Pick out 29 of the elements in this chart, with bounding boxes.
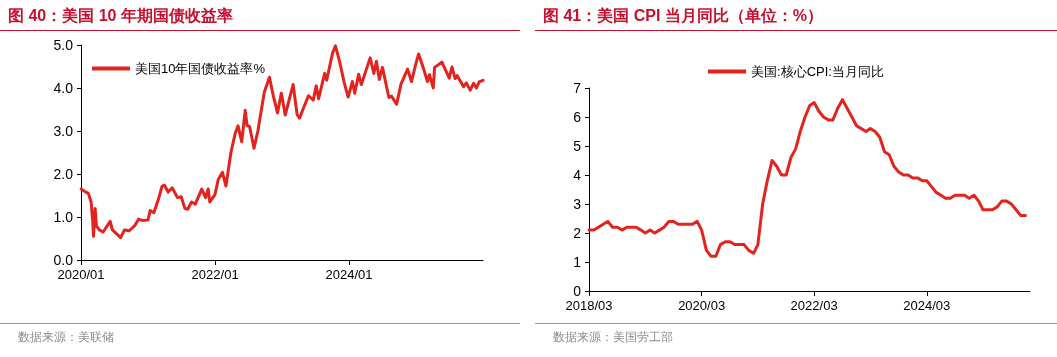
x-tick-label: 2024/03 [903, 298, 951, 313]
x-tick-label: 2020/03 [678, 298, 726, 313]
chart-title: 图 41：美国 CPI 当月同比（单位：%） [543, 6, 824, 26]
y-tick-label: 4 [573, 167, 582, 183]
x-tick-label: 2024/01 [325, 267, 373, 282]
y-tick-label: 1 [573, 254, 582, 270]
x-tick-label: 2018/03 [565, 298, 613, 313]
y-tick-label: 5 [573, 138, 582, 154]
y-tick-label: 4.0 [53, 80, 74, 96]
y-tick-label: 1.0 [53, 209, 74, 225]
y-tick-label: 2.0 [53, 166, 74, 182]
x-tick-label: 2020/01 [57, 267, 105, 282]
y-tick-label: 0 [573, 283, 582, 299]
source-note: 数据来源：美联储 [18, 329, 114, 346]
chart-title: 图 40：美国 10 年期国债收益率 [8, 6, 233, 26]
y-tick-label: 2 [573, 225, 582, 241]
x-tick-label: 2022/01 [191, 267, 239, 282]
source-note: 数据来源：美国劳工部 [553, 329, 673, 346]
y-tick-label: 3.0 [53, 123, 74, 139]
legend-label: 美国:核心CPI:当月同比 [751, 64, 884, 79]
x-tick-label: 2022/03 [790, 298, 838, 313]
y-tick-label: 7 [573, 80, 582, 96]
y-tick-label: 3 [573, 196, 582, 212]
line-series [79, 44, 485, 240]
line-series [587, 98, 1027, 258]
y-tick-label: 5.0 [53, 37, 74, 53]
y-tick-label: 6 [573, 109, 582, 125]
legend-label: 美国10年国债收益率% [135, 61, 266, 76]
y-tick-label: 0.0 [53, 252, 74, 268]
